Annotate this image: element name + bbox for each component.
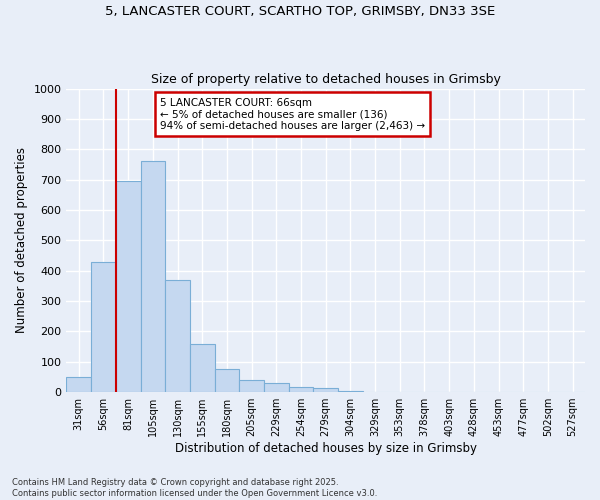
Bar	[67, 377, 91, 392]
Bar	[165, 280, 190, 392]
X-axis label: Distribution of detached houses by size in Grimsby: Distribution of detached houses by size …	[175, 442, 477, 455]
Bar	[116, 181, 140, 392]
Bar	[140, 162, 165, 392]
Bar	[313, 388, 338, 392]
Text: Contains HM Land Registry data © Crown copyright and database right 2025.
Contai: Contains HM Land Registry data © Crown c…	[12, 478, 377, 498]
Bar	[239, 380, 264, 392]
Text: 5, LANCASTER COURT, SCARTHO TOP, GRIMSBY, DN33 3SE: 5, LANCASTER COURT, SCARTHO TOP, GRIMSBY…	[105, 5, 495, 18]
Y-axis label: Number of detached properties: Number of detached properties	[15, 148, 28, 334]
Title: Size of property relative to detached houses in Grimsby: Size of property relative to detached ho…	[151, 73, 500, 86]
Bar	[91, 262, 116, 392]
Bar	[215, 370, 239, 392]
Text: 5 LANCASTER COURT: 66sqm
← 5% of detached houses are smaller (136)
94% of semi-d: 5 LANCASTER COURT: 66sqm ← 5% of detache…	[160, 98, 425, 131]
Bar	[190, 344, 215, 392]
Bar	[338, 390, 363, 392]
Bar	[289, 386, 313, 392]
Bar	[264, 383, 289, 392]
